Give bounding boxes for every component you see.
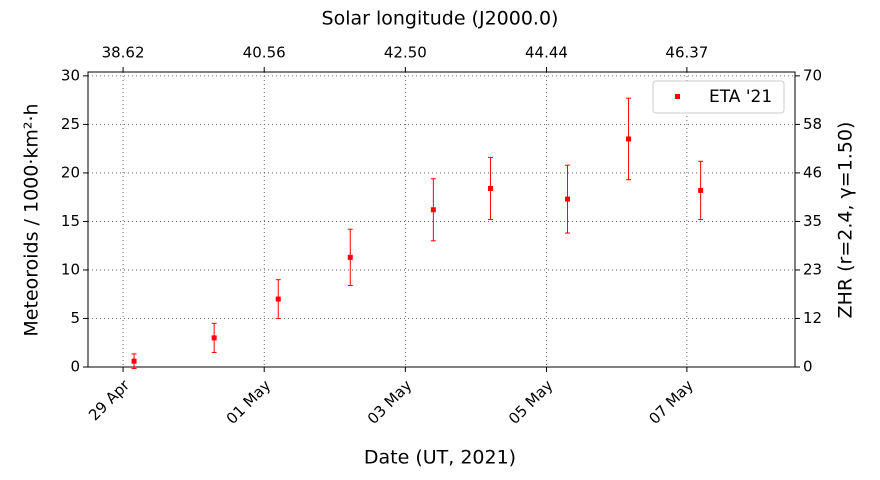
point (487, 185, 493, 191)
x-axis-title: Date (UT, 2021) (364, 447, 516, 469)
point (430, 207, 436, 213)
point (211, 335, 217, 341)
top-axis-title: Solar longitude (J2000.0) (322, 8, 559, 30)
point (275, 296, 281, 302)
x-tick-label: 01 May (223, 376, 275, 428)
point (626, 136, 632, 142)
legend-label: ETA '21 (709, 87, 772, 107)
y2-tick-label: 12 (803, 309, 822, 327)
legend-box (652, 80, 785, 114)
y-tick-label: 25 (61, 115, 80, 133)
y-axis-title: Meteoroids / 1000·km²·h (21, 103, 43, 336)
y2-axis-title: ZHR (r=2.4, γ=1.50) (835, 122, 857, 319)
plot-frame (87, 71, 796, 368)
point (347, 254, 353, 260)
y2-tick-label: 46 (803, 163, 822, 181)
y-tick-label: 5 (70, 309, 80, 327)
y2-tick-label: 23 (803, 260, 822, 278)
y2-tick-label: 70 (803, 66, 822, 84)
x2-tick-label: 42.50 (384, 44, 427, 62)
y2-tick-label: 35 (803, 212, 822, 230)
y-tick-label: 10 (61, 260, 80, 278)
y-tick-label: 15 (61, 212, 80, 230)
legend-marker (675, 94, 680, 99)
x2-tick-label: 38.62 (102, 44, 145, 62)
x-tick-label: 07 May (645, 376, 697, 428)
y-tick-label: 30 (61, 66, 80, 84)
y2-tick-label: 0 (803, 358, 813, 376)
y2-tick-label: 58 (803, 115, 822, 133)
x-tick-label: 29 Apr (85, 376, 134, 425)
x2-tick-label: 46.37 (665, 44, 708, 62)
x2-tick-label: 44.44 (525, 44, 568, 62)
x2-tick-label: 40.56 (243, 44, 286, 62)
point (698, 187, 704, 193)
point (131, 358, 137, 364)
y-tick-label: 20 (61, 163, 80, 181)
x-tick-label: 03 May (364, 376, 416, 428)
y-tick-label: 0 (70, 358, 80, 376)
x-tick-label: 05 May (505, 376, 557, 428)
point (565, 196, 571, 202)
